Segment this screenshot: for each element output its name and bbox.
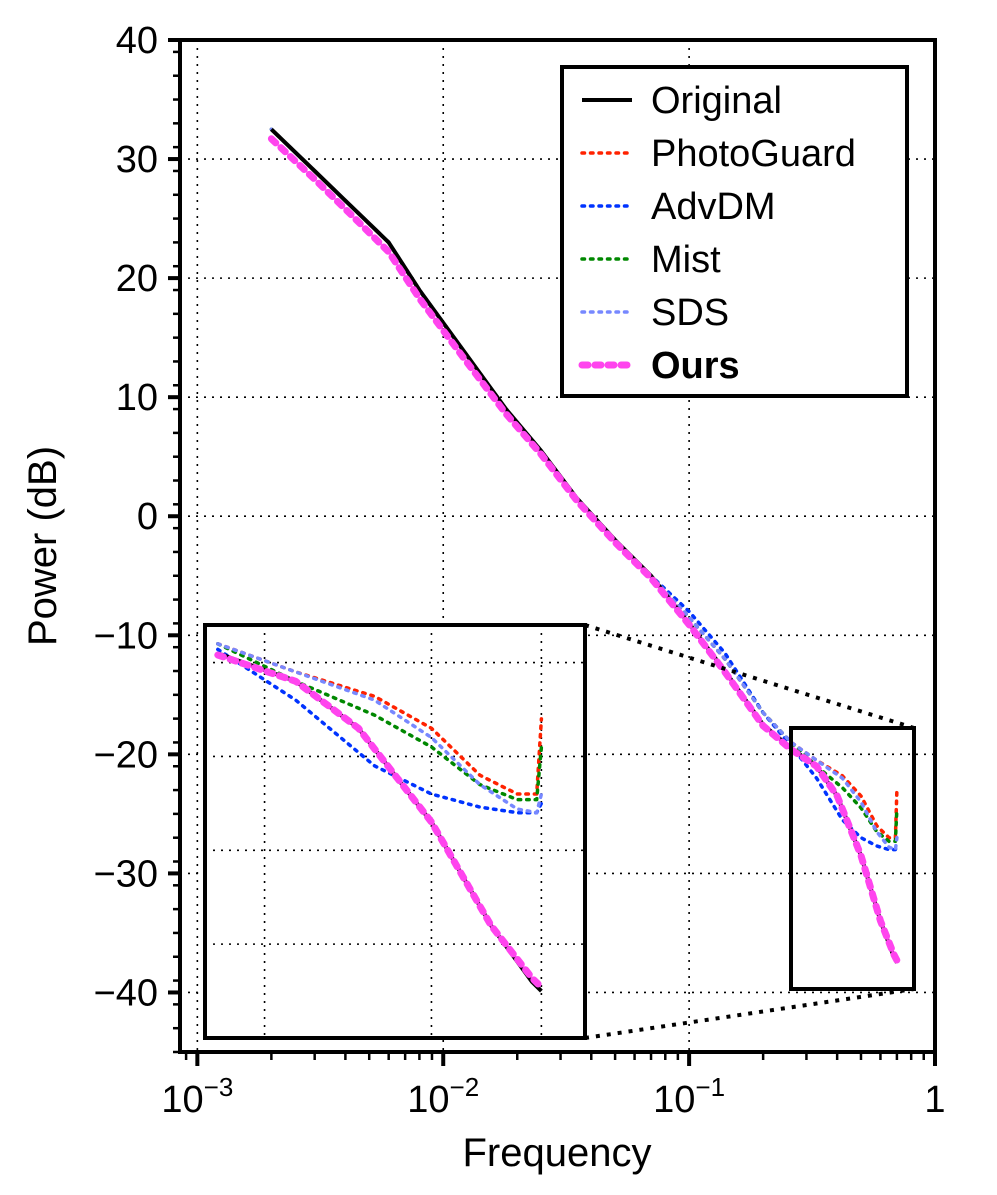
- legend-label-sds: SDS: [651, 292, 729, 334]
- zoom-region-box: [789, 726, 916, 991]
- legend: Original PhotoGuard AdvDM Mist SDS Ours: [560, 65, 909, 398]
- x-tick-label: 10−2: [407, 1072, 479, 1121]
- series-line-ours: [267, 135, 901, 964]
- zoom-connector-bottom: [584, 987, 915, 1040]
- y-tick-label: −20: [94, 734, 158, 776]
- legend-label-photoguard: PhotoGuard: [651, 133, 856, 175]
- series-line-photoguard: [269, 127, 899, 840]
- x-tick-label: 1: [924, 1079, 945, 1121]
- y-tick-label: 30: [116, 139, 158, 181]
- y-tick-label: 0: [137, 496, 158, 538]
- legend-label-mist: Mist: [651, 239, 721, 281]
- x-tick-label: 10−1: [653, 1072, 725, 1121]
- axis-ticks: 40 30 20 10 0 −10 −20 −30 −40 10−3 10−2 10−1 1: [94, 20, 946, 1121]
- inset-series-line-ours: [214, 651, 545, 991]
- inset-series-layer: [214, 642, 545, 993]
- y-tick-label: 20: [116, 258, 158, 300]
- series-line-advdm: [269, 127, 899, 852]
- inset-series-line-advdm: [216, 647, 544, 815]
- y-tick-label: −30: [94, 853, 158, 895]
- y-axis-label: Power (dB): [21, 446, 65, 646]
- legend-label-original: Original: [651, 80, 782, 122]
- legend-frame: [560, 65, 909, 398]
- y-tick-label: 40: [116, 20, 158, 62]
- inset-frame: [203, 623, 587, 1040]
- inset-grid-lines: [205, 625, 585, 1038]
- inset-series-line-sds: [216, 642, 544, 815]
- inset-zoom-panel: [203, 623, 587, 1040]
- plot-frame: [178, 38, 937, 1054]
- x-tick-label: 10−3: [161, 1072, 233, 1121]
- legend-label-ours: Ours: [651, 345, 740, 387]
- series-layer: [267, 127, 901, 964]
- zoom-connector-top: [584, 623, 915, 730]
- y-tick-label: 10: [116, 377, 158, 419]
- x-axis-label: Frequency: [463, 1131, 652, 1175]
- y-tick-label: −40: [94, 972, 158, 1014]
- y-tick-label: −10: [94, 615, 158, 657]
- legend-label-advdm: AdvDM: [651, 186, 776, 228]
